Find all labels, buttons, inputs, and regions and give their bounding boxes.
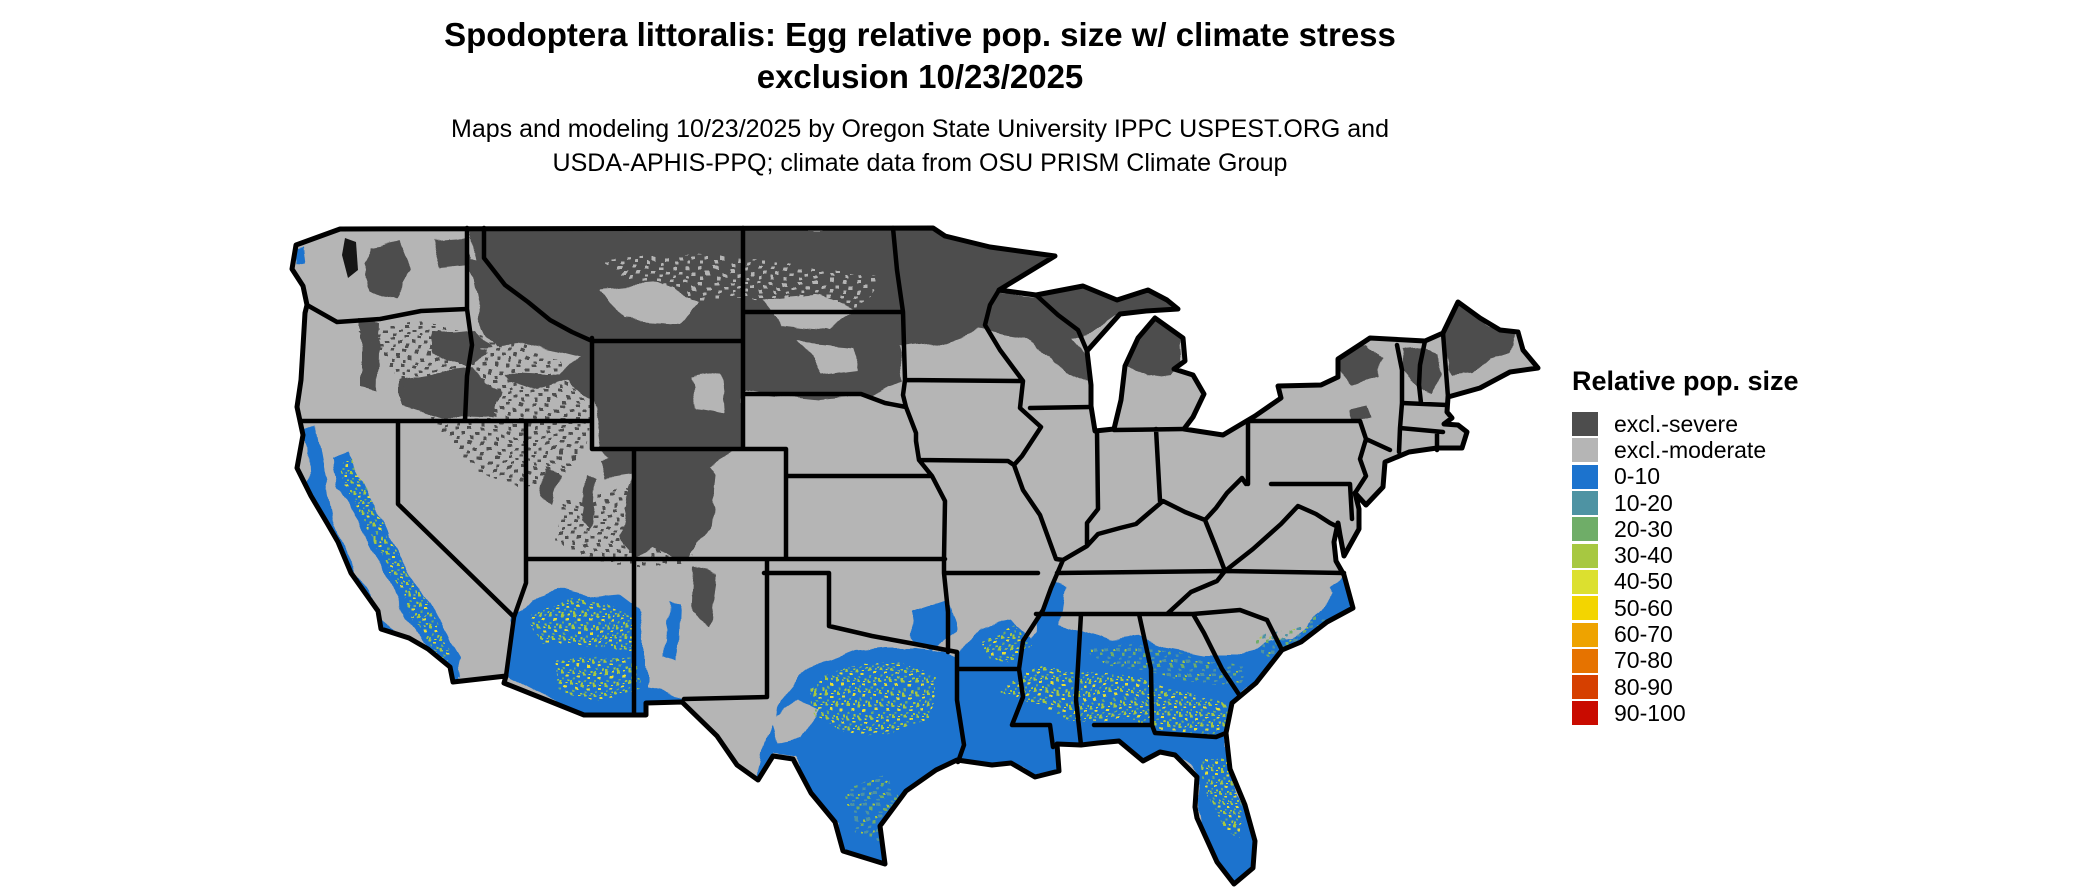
legend-row-pop_20_30: 20-30 [1572, 516, 1832, 542]
puget-sound-water [342, 238, 358, 278]
legend-label-pop_30_40: 30-40 [1614, 542, 1673, 569]
map-layer-mottle [360, 255, 880, 570]
legend-label-pop_80_90: 80-90 [1614, 673, 1673, 700]
legend-swatch-excluded_severe [1572, 412, 1598, 437]
legend-swatch-pop_80_90 [1572, 675, 1598, 700]
legend-label-pop_40_50: 40-50 [1614, 568, 1673, 595]
map-title: Spodoptera littoralis: Egg relative pop.… [0, 14, 1840, 98]
legend-swatch-excluded_moderate [1572, 438, 1598, 463]
legend-row-pop_60_70: 60-70 [1572, 621, 1832, 647]
legend-row-pop_50_60: 50-60 [1572, 595, 1832, 621]
legend-row-pop_0_10: 0-10 [1572, 463, 1832, 490]
legend-title: Relative pop. size [1572, 366, 1799, 396]
legend-swatch-pop_30_40 [1572, 543, 1598, 568]
legend-rows: excl.-severe excl.-moderate 0-10 10-20 20-30… [1572, 411, 1832, 727]
map-subtitle-line1: Maps and modeling 10/23/2025 by Oregon S… [451, 115, 1389, 143]
legend-row-pop_70_80: 70-80 [1572, 647, 1832, 674]
map-layer-pop-speckle [340, 460, 1332, 840]
conus-outline [289, 225, 1541, 887]
legend-row-pop_80_90: 80-90 [1572, 674, 1832, 700]
legend-label-pop_0_10: 0-10 [1614, 463, 1661, 490]
legend: Relative pop. size excl.-severe excl.-mod… [1572, 366, 1832, 727]
legend-label-pop_90_100: 90-100 [1614, 699, 1686, 726]
legend-label-pop_60_70: 60-70 [1614, 621, 1673, 648]
legend-label-pop_50_60: 50-60 [1614, 594, 1673, 621]
legend-swatch-pop_0_10 [1572, 464, 1598, 489]
map-subtitle: Maps and modeling 10/23/2025 by Oregon S… [0, 112, 1840, 180]
legend-swatch-pop_20_30 [1572, 517, 1598, 542]
legend-swatch-pop_70_80 [1572, 648, 1598, 673]
legend-row-pop_40_50: 40-50 [1572, 568, 1832, 595]
map-subtitle-line2: USDA-APHIS-PPQ; climate data from OSU PR… [552, 149, 1288, 177]
legend-swatch-pop_90_100 [1572, 701, 1598, 726]
legend-row-pop_10_20: 10-20 [1572, 490, 1832, 516]
legend-label-pop_10_20: 10-20 [1614, 489, 1673, 516]
legend-row-excluded_moderate: excl.-moderate [1572, 437, 1832, 463]
legend-label-pop_70_80: 70-80 [1614, 647, 1673, 674]
map-title-line2: exclusion 10/23/2025 [756, 58, 1084, 95]
legend-swatch-pop_60_70 [1572, 622, 1598, 647]
state-borders [297, 225, 1451, 765]
legend-row-excluded_severe: excl.-severe [1572, 411, 1832, 437]
legend-row-pop_30_40: 30-40 [1572, 542, 1832, 568]
legend-label-pop_20_30: 20-30 [1614, 515, 1673, 542]
legend-row-pop_90_100: 90-100 [1572, 700, 1832, 726]
legend-label-excluded_severe: excl.-severe [1614, 410, 1738, 437]
map-title-line1: Spodoptera littoralis: Egg relative pop.… [444, 16, 1396, 53]
legend-label-excluded_moderate: excl.-moderate [1614, 436, 1767, 463]
legend-swatch-pop_10_20 [1572, 491, 1598, 516]
legend-swatch-pop_50_60 [1572, 596, 1598, 621]
map-layer-pop-0-10 [295, 248, 1356, 884]
legend-swatch-pop_40_50 [1572, 569, 1598, 594]
